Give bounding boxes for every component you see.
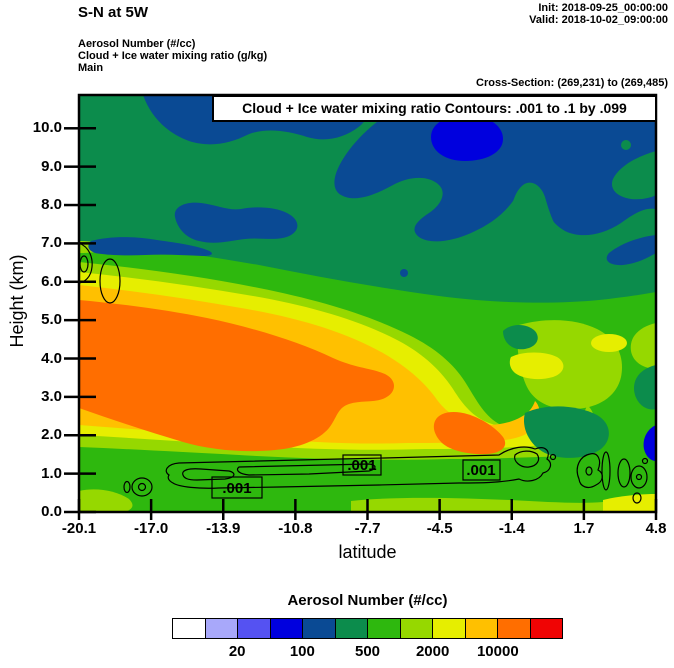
colorbar-tick-label: 10000 <box>476 643 519 660</box>
field-line-aerosol: Aerosol Number (#/cc) <box>78 38 196 50</box>
cloud-ice-contour-lines <box>78 242 649 504</box>
time-stamps: Init: 2018-09-25_00:00:00 Valid: 2018-10… <box>529 2 668 26</box>
y-axis-tick-labels: 0.0 1.0 2.0 3.0 4.0 5.0 6.0 7.0 8.0 9.0 10.0 <box>20 95 62 520</box>
x-axis-tick-labels: -20.1 -17.0 -13.9 -10.8 -7.7 -4.5 -1.4 1.7 4.8 <box>62 520 667 538</box>
y-tick-label: 1.0 <box>41 464 62 482</box>
colorbar-cell <box>530 619 562 638</box>
colorbar <box>172 618 563 639</box>
x-tick-label: -10.8 <box>278 520 313 537</box>
y-tick-label: 7.0 <box>41 234 62 252</box>
y-tick-label: 4.0 <box>41 349 62 367</box>
colorbar-cell <box>368 619 401 638</box>
aerosol-filled-contours <box>79 95 656 512</box>
colorbar-cell <box>270 619 303 638</box>
x-tick-label: -13.9 <box>206 520 241 537</box>
contour-label-boxes: .001 .001 .001 <box>211 454 501 499</box>
x-tick-label: -7.7 <box>354 520 381 537</box>
colorbar-tick-label: 100 <box>289 643 315 660</box>
y-tick-label: 0.0 <box>41 503 62 520</box>
colorbar-cell <box>498 619 531 638</box>
x-tick-label: -20.1 <box>61 520 97 537</box>
colorbar-tick-label: 2000 <box>415 643 450 660</box>
x-tick-label: -4.5 <box>426 520 453 537</box>
contour-label-2: .001 <box>347 457 376 474</box>
colorbar-cell <box>238 619 271 638</box>
colorbar-cell <box>173 619 206 638</box>
colorbar-tick-label: 500 <box>354 643 381 660</box>
field-line-cloudice: Cloud + Ice water mixing ratio (g/kg) <box>78 50 268 62</box>
colorbar-tick-label: 20 <box>228 643 246 660</box>
y-tick-label: 9.0 <box>41 157 62 175</box>
x-tick-label: -1.4 <box>498 520 525 537</box>
colorbar-title: Aerosol Number (#/cc) <box>287 592 448 609</box>
contour-label-1: .001 <box>222 480 251 497</box>
x-tick-label: 1.7 <box>573 520 595 537</box>
contour-label-3: .001 <box>466 462 495 479</box>
y-tick-label: 8.0 <box>41 196 62 214</box>
init-timestamp: Init: 2018-09-25_00:00:00 <box>538 2 668 14</box>
colorbar-cell <box>433 619 466 638</box>
y-tick-label: 10.0 <box>32 119 62 137</box>
colorbar-cell <box>400 619 433 638</box>
x-tick-label: -17.0 <box>134 520 169 537</box>
colorbar-cell <box>205 619 238 638</box>
colorbar-cell <box>303 619 336 638</box>
field-descriptions: Aerosol Number (#/cc) Cloud + Ice water … <box>78 38 267 74</box>
y-tick-label: 5.0 <box>41 311 62 329</box>
x-tick-label: 4.8 <box>645 520 667 537</box>
y-tick-label: 3.0 <box>41 387 62 405</box>
y-tick-label: 6.0 <box>41 272 62 290</box>
valid-timestamp: Valid: 2018-10-02_09:00:00 <box>529 14 668 26</box>
field-line-domain: Main <box>78 62 104 74</box>
axis-tick-marks <box>64 127 658 520</box>
contour-plot: .001 .001 .001 <box>64 93 658 520</box>
page-title: S-N at 5W <box>78 4 149 21</box>
cross-section-label: Cross-Section: (269,231) to (269,485) <box>476 77 668 89</box>
plot-area: .001 .001 .001 Cloud + Ice water mixing … <box>64 93 658 520</box>
x-axis-title: latitude <box>338 542 397 562</box>
y-tick-label: 2.0 <box>41 426 62 444</box>
contour-info-banner: Cloud + Ice water mixing ratio Contours:… <box>212 95 657 122</box>
colorbar-tick-labels: 20 100 500 2000 10000 <box>172 643 563 661</box>
colorbar-cell <box>335 619 368 638</box>
colorbar-cell <box>465 619 498 638</box>
